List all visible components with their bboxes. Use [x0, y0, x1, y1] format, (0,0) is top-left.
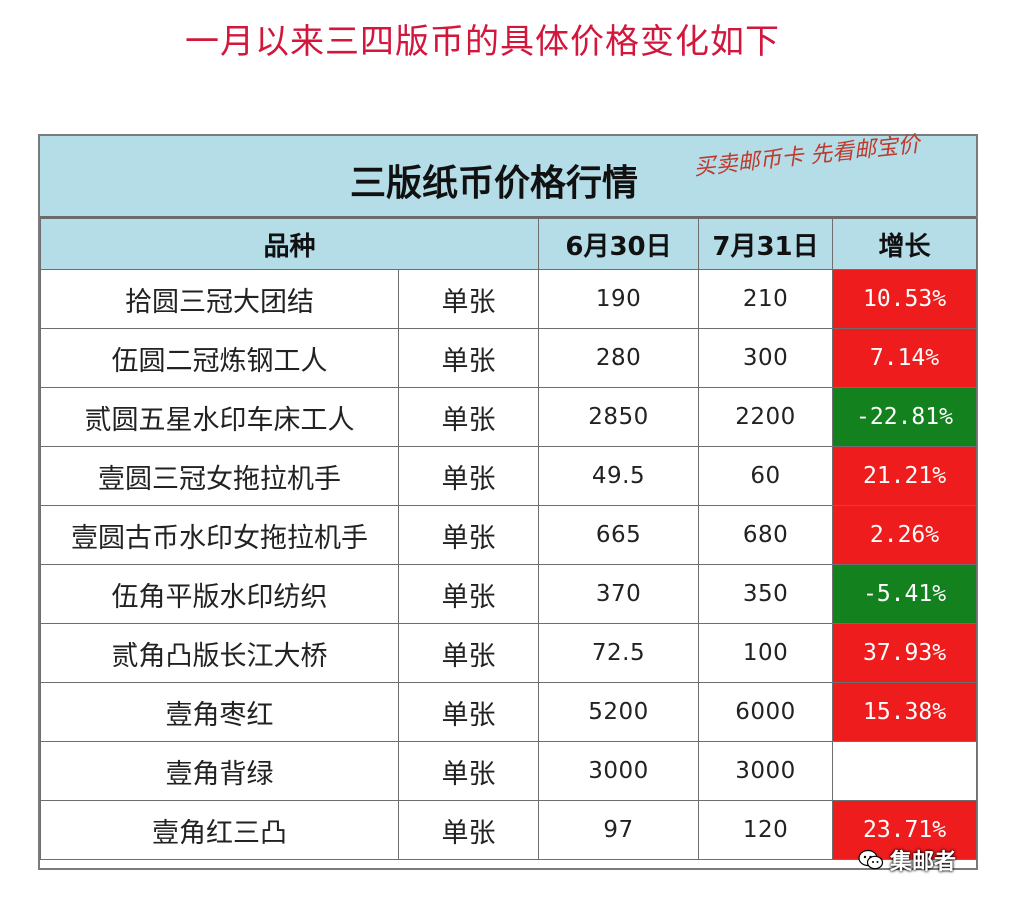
unit-cell: 单张: [397, 269, 540, 329]
table-row: 贰圆五星水印车床工人 单张 2850 2200 -22.81%: [40, 387, 978, 447]
price-july31-cell: 680: [698, 505, 834, 565]
table-row: 贰角凸版长江大桥 单张 72.5 100 37.93%: [40, 623, 978, 683]
watermark-text: 集邮者: [890, 850, 957, 875]
watermark: 集邮者: [858, 842, 956, 878]
table-title: 三版纸币价格行情: [350, 163, 639, 204]
price-table-panel: 三版纸币价格行情 买卖邮币卡 先看邮宝价 品种 6月30日 7月31日 增长 拾…: [38, 132, 978, 870]
growth-cell: 23.71%: [832, 800, 978, 860]
header-variety: 品种: [39, 218, 540, 270]
header-date1: 6月30日: [538, 218, 700, 270]
unit-cell: 单张: [397, 328, 540, 388]
variety-name-cell: 壹圆三冠女拖拉机手: [40, 446, 399, 506]
price-july31-cell: 350: [698, 564, 834, 624]
price-june30-cell: 72.5: [538, 623, 700, 683]
price-july31-cell: 60: [698, 446, 834, 506]
growth-cell: [832, 741, 978, 801]
unit-cell: 单张: [397, 387, 540, 447]
unit-cell: 单张: [397, 682, 540, 742]
price-july31-cell: 120: [698, 800, 834, 860]
unit-cell: 单张: [397, 446, 540, 506]
variety-name-cell: 壹角枣红: [40, 682, 399, 742]
growth-cell: 15.38%: [832, 682, 978, 742]
variety-name-cell: 贰圆五星水印车床工人: [40, 387, 399, 447]
table-row: 伍圆二冠炼钢工人 单张 280 300 7.14%: [40, 328, 978, 388]
price-july31-cell: 2200: [698, 387, 834, 447]
table-body: 拾圆三冠大团结 单张 190 210 10.53% 伍圆二冠炼钢工人 单张 280 300 7.1…: [40, 269, 978, 860]
variety-name-cell: 壹角红三凸: [40, 800, 399, 860]
price-june30-cell: 97: [538, 800, 700, 860]
unit-cell: 单张: [397, 800, 540, 860]
price-june30-cell: 280: [538, 328, 700, 388]
price-june30-cell: 49.5: [538, 446, 700, 506]
growth-cell: -22.81%: [832, 387, 978, 447]
price-july31-cell: 100: [698, 623, 834, 683]
unit-cell: 单张: [397, 564, 540, 624]
table-row: 壹角枣红 单张 5200 6000 15.38%: [40, 682, 978, 742]
growth-cell: -5.41%: [832, 564, 978, 624]
slogan-stamp: 买卖邮币卡 先看邮宝价: [692, 132, 921, 181]
growth-cell: 2.26%: [832, 505, 978, 565]
table-row: 壹圆三冠女拖拉机手 单张 49.5 60 21.21%: [40, 446, 978, 506]
price-june30-cell: 370: [538, 564, 700, 624]
price-july31-cell: 6000: [698, 682, 834, 742]
unit-cell: 单张: [397, 741, 540, 801]
table-header-row: 品种 6月30日 7月31日 增长: [39, 218, 978, 270]
growth-cell: 21.21%: [832, 446, 978, 506]
growth-cell: 7.14%: [832, 328, 978, 388]
wechat-icon: [858, 849, 884, 870]
growth-cell: 37.93%: [832, 623, 978, 683]
price-june30-cell: 665: [538, 505, 700, 565]
table-row: 拾圆三冠大团结 单张 190 210 10.53%: [40, 269, 978, 329]
page-heading: 一月以来三四版币的具体价格变化如下: [185, 22, 780, 62]
growth-cell: 10.53%: [832, 269, 978, 329]
variety-name-cell: 贰角凸版长江大桥: [40, 623, 399, 683]
price-july31-cell: 210: [698, 269, 834, 329]
header-date2: 7月31日: [698, 218, 834, 270]
header-growth: 增长: [832, 218, 978, 270]
table-row: 伍角平版水印纺织 单张 370 350 -5.41%: [40, 564, 978, 624]
table-row: 壹角红三凸 单张 97 120 23.71%: [40, 800, 978, 860]
price-table: 品种 6月30日 7月31日 增长 拾圆三冠大团结 单张 190 210 10.53% 伍…: [39, 218, 978, 860]
price-june30-cell: 190: [538, 269, 700, 329]
variety-name-cell: 拾圆三冠大团结: [40, 269, 399, 329]
table-row: 壹圆古币水印女拖拉机手 单张 665 680 2.26%: [40, 505, 978, 565]
unit-cell: 单张: [397, 505, 540, 565]
price-june30-cell: 2850: [538, 387, 700, 447]
price-june30-cell: 3000: [538, 741, 700, 801]
price-july31-cell: 300: [698, 328, 834, 388]
price-july31-cell: 3000: [698, 741, 834, 801]
variety-name-cell: 壹圆古币水印女拖拉机手: [40, 505, 399, 565]
variety-name-cell: 伍圆二冠炼钢工人: [40, 328, 399, 388]
price-june30-cell: 5200: [538, 682, 700, 742]
unit-cell: 单张: [397, 623, 540, 683]
table-title-bar: 三版纸币价格行情 买卖邮币卡 先看邮宝价: [40, 132, 976, 218]
variety-name-cell: 伍角平版水印纺织: [40, 564, 399, 624]
table-row: 壹角背绿 单张 3000 3000: [40, 741, 978, 801]
variety-name-cell: 壹角背绿: [40, 741, 399, 801]
